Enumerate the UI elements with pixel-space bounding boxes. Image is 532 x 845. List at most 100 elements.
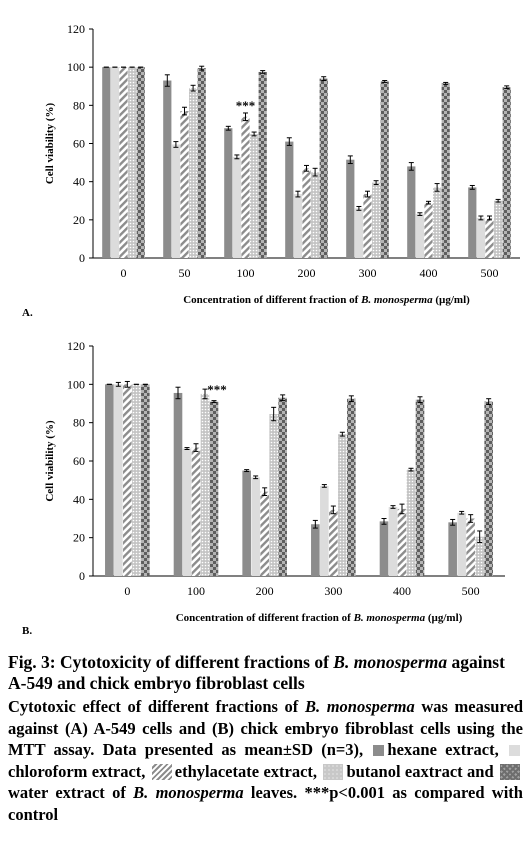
bar-hexane (448, 522, 457, 576)
bar-hexane (346, 159, 355, 258)
bar-butanol (189, 88, 198, 259)
bar-butanol (372, 182, 381, 258)
desc-part2: was measured against (A) A-549 cells and… (8, 697, 524, 759)
x-label-prefix: Concentration of different fraction of (183, 294, 361, 306)
y-tick-label: 100 (67, 60, 85, 74)
legend-hexane: hexane extract, (387, 740, 507, 759)
legend-ethylacetate: ethylacetate extract, (174, 761, 322, 781)
bar-water (380, 81, 389, 259)
bar-hexane (163, 80, 172, 259)
y-tick-label: 60 (73, 137, 85, 151)
y-tick-label: 60 (73, 454, 85, 468)
bar-water (258, 71, 267, 258)
bar-ethylacetate (191, 447, 201, 576)
bar-chloroform (232, 156, 241, 258)
bar-water (197, 68, 206, 258)
y-tick-label: 0 (79, 569, 85, 583)
water-swatch (500, 763, 521, 780)
bar-butanol (200, 393, 210, 576)
desc-species-2: B. monosperma (133, 783, 244, 802)
bar-butanol (269, 414, 278, 576)
significance-annotation: *** (236, 98, 256, 113)
y-tick-label: 40 (73, 175, 85, 189)
bar-water (502, 87, 511, 259)
y-axis-label: Cell viability (%) (44, 420, 56, 502)
legend-chloroform: chloroform extract, (8, 761, 150, 781)
x-label-suffix: (µg/ml) (425, 612, 463, 624)
bar-hexane (311, 524, 320, 576)
bar-chloroform (293, 194, 302, 258)
bar-butanol (338, 434, 347, 576)
bar-water (209, 401, 219, 576)
bar-chloroform (415, 214, 424, 258)
bar-hexane (285, 141, 294, 258)
x-tick-label: 50 (179, 266, 191, 280)
bar-ethylacetate (260, 491, 269, 576)
figure-caption: Fig. 3: Cytotoxicity of different fracti… (8, 652, 523, 825)
x-tick-label: 300 (324, 584, 342, 598)
bar-chloroform (476, 217, 485, 258)
bar-water (319, 78, 328, 258)
bar-butanol (311, 172, 320, 258)
bar-butanol (406, 469, 416, 576)
bar-water (141, 384, 150, 576)
bar-water (415, 399, 425, 576)
bar-chloroform (171, 144, 180, 258)
bar-hexane (407, 166, 416, 258)
significance-annotation: *** (207, 382, 227, 397)
bar-hexane (224, 128, 233, 258)
bar-hexane (468, 187, 477, 258)
x-tick-label: 400 (393, 584, 411, 598)
x-label-prefix: Concentration of different fraction of (176, 612, 354, 624)
bar-ethylacetate (485, 217, 494, 258)
y-tick-label: 80 (73, 98, 85, 112)
y-axis-label: Cell viability (%) (44, 103, 56, 185)
bar-ethylacetate (119, 67, 128, 259)
x-tick-label: 100 (187, 584, 205, 598)
bar-hexane (105, 384, 114, 576)
bar-ethylacetate (466, 518, 475, 576)
y-tick-label: 20 (73, 531, 85, 545)
chloroform-swatch (509, 745, 520, 756)
bar-hexane (173, 392, 183, 576)
bar-butanol (494, 200, 503, 258)
bar-ethylacetate (329, 509, 338, 576)
bar-chloroform (182, 448, 192, 576)
panel-label: A. (22, 307, 33, 319)
x-label-species: B. monosperma (353, 612, 426, 624)
title-suffix: against A-549 and chick embryo fibroblas… (8, 652, 505, 693)
x-label-suffix: (µg/ml) (433, 294, 471, 306)
bar-ethylacetate (180, 111, 189, 258)
x-tick-label: 400 (420, 266, 438, 280)
bar-butanol (128, 67, 137, 259)
x-tick-label: 0 (121, 266, 127, 280)
title-prefix: Fig. 3: Cytotoxicity of different fracti… (8, 652, 334, 672)
bar-water (484, 401, 493, 576)
bar-ethylacetate (424, 202, 433, 258)
desc-species-1: B. monosperma (304, 697, 415, 716)
x-tick-label: 100 (237, 266, 255, 280)
desc-part1: Cytotoxic effect of different fractions … (8, 697, 305, 716)
x-tick-label: 0 (124, 584, 130, 598)
panel-label: B. (22, 625, 32, 637)
bar-hexane (242, 470, 251, 576)
x-tick-label: 500 (462, 584, 480, 598)
bar-chloroform (320, 485, 329, 576)
y-tick-label: 40 (73, 492, 85, 506)
x-label-species: B. monosperma (360, 294, 433, 306)
hexane-swatch (373, 745, 385, 756)
bar-chloroform (457, 512, 466, 576)
legend-water: water extract (8, 783, 105, 802)
bar-butanol (132, 384, 141, 576)
title-species: B. monosperma (333, 652, 448, 672)
bar-water (441, 83, 450, 258)
bar-chloroform (388, 507, 398, 576)
y-tick-label: 80 (73, 416, 85, 430)
legend-butanol: butanol eaxtract and (346, 761, 499, 781)
figure-description: Cytotoxic effect of different fractions … (8, 696, 523, 825)
x-tick-label: 200 (256, 584, 274, 598)
y-tick-label: 120 (67, 339, 85, 353)
figure-title: Fig. 3: Cytotoxicity of different fracti… (8, 652, 523, 694)
desc-part3: of (104, 783, 134, 802)
bar-butanol (475, 536, 484, 576)
